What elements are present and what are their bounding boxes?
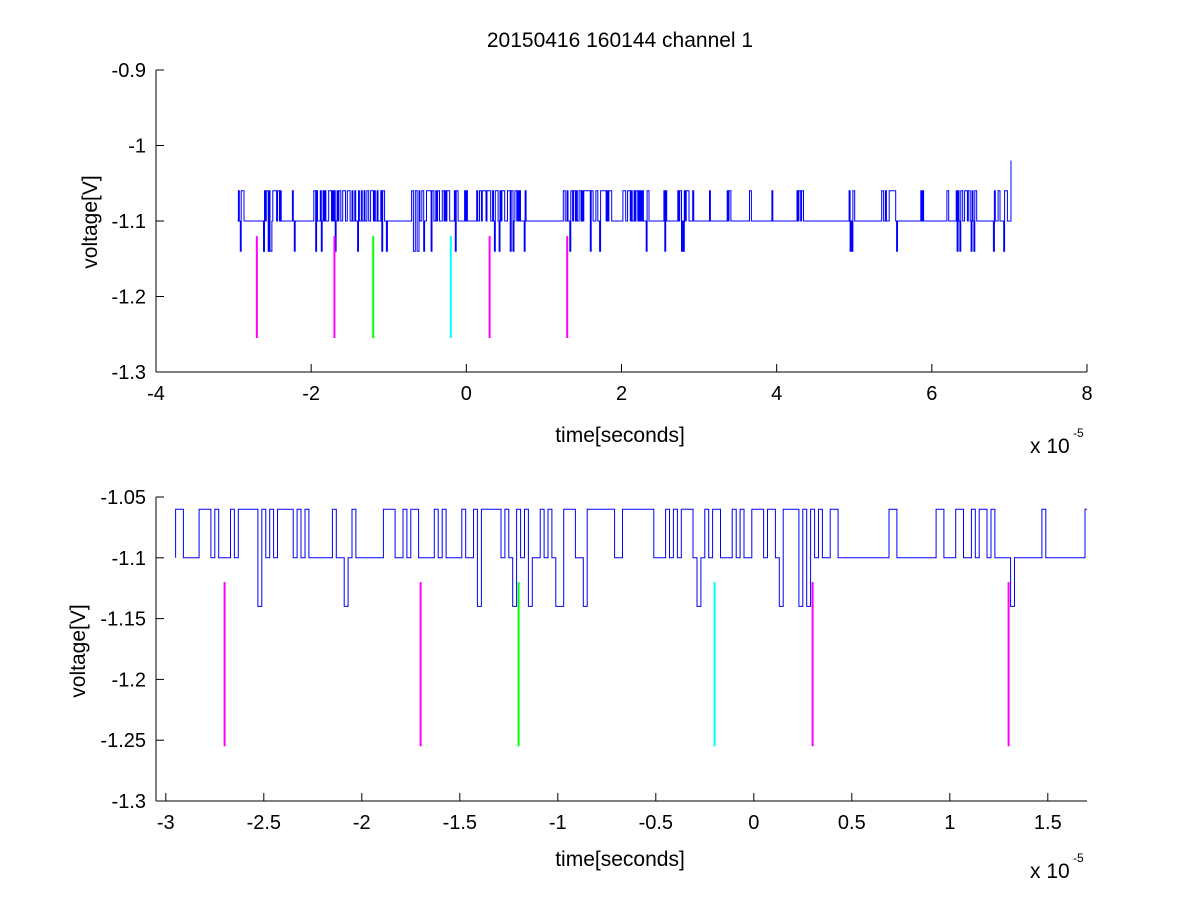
bottom-x-axis-label: time[seconds] xyxy=(555,848,685,871)
x-tick-label: 0 xyxy=(461,383,472,405)
x-tick-label: -1.5 xyxy=(443,812,477,834)
bottom-marker-lines xyxy=(223,582,1010,747)
top-signal-series xyxy=(237,160,1012,252)
y-tick-label: -1.3 xyxy=(112,791,146,813)
x-tick-label: -2 xyxy=(353,812,371,834)
bottom-x-multiplier-base: x 10 xyxy=(1030,860,1070,883)
chart-title: 20150416 160144 channel 1 xyxy=(487,29,753,52)
top-x-axis-label: time[seconds] xyxy=(555,424,685,447)
y-tick-label: -1 xyxy=(128,136,146,158)
bottom-signal-series xyxy=(175,508,1087,607)
bottom-x-multiplier-exponent: -5 xyxy=(1073,851,1084,865)
bottom-x-multiplier: x 10 -5 xyxy=(1030,851,1084,883)
y-tick-label: -1.25 xyxy=(100,730,146,752)
y-tick-label: -1.05 xyxy=(100,487,146,509)
top-marker-lines xyxy=(255,236,569,339)
x-tick-label: -3 xyxy=(157,812,175,834)
x-tick-label: 8 xyxy=(1081,383,1092,405)
top-subplot: 20150416 160144 channel 1 -4 -2 0 2 4 6 8 -1.3… xyxy=(79,29,1093,458)
x-tick-label: 2 xyxy=(616,383,627,405)
y-tick-label: -1.3 xyxy=(112,362,146,384)
y-tick-label: -1.2 xyxy=(112,287,146,309)
y-tick-label: -1.15 xyxy=(100,609,146,631)
top-y-axis-label: voltage[V] xyxy=(79,175,102,268)
bottom-x-ticks: -3 -2.5 -2 -1.5 -1 -0.5 0 0.5 1 1.5 xyxy=(157,793,1062,834)
y-tick-label: -1.2 xyxy=(112,669,146,691)
bottom-subplot: -3 -2.5 -2 -1.5 -1 -0.5 0 0.5 1 1.5 -1.3 -1.25 -1.2… xyxy=(67,487,1087,883)
x-tick-label: 6 xyxy=(926,383,937,405)
x-tick-label: 1.5 xyxy=(1034,812,1062,834)
bottom-y-axis-label: voltage[V] xyxy=(67,604,90,697)
y-tick-label: -1.1 xyxy=(112,548,146,570)
x-tick-label: -2 xyxy=(302,383,320,405)
signal-line xyxy=(175,508,1087,607)
x-tick-label: -0.5 xyxy=(639,812,673,834)
top-x-multiplier: x 10 -5 xyxy=(1030,426,1084,458)
x-tick-label: 0 xyxy=(748,812,759,834)
signal-line xyxy=(237,160,1012,252)
top-x-ticks: -4 -2 0 2 4 6 8 xyxy=(147,364,1093,405)
y-tick-label: -1.1 xyxy=(112,211,146,233)
bottom-y-ticks: -1.3 -1.25 -1.2 -1.15 -1.1 -1.05 xyxy=(100,487,164,813)
x-tick-label: -1 xyxy=(549,812,567,834)
x-tick-label: 1 xyxy=(944,812,955,834)
x-tick-label: -4 xyxy=(147,383,165,405)
y-tick-label: -0.9 xyxy=(112,60,146,82)
top-x-multiplier-exponent: -5 xyxy=(1073,426,1084,440)
x-tick-label: 0.5 xyxy=(838,812,866,834)
x-tick-label: 4 xyxy=(771,383,782,405)
top-y-ticks: -1.3 -1.2 -1.1 -1 -0.9 xyxy=(112,60,164,384)
bottom-axes xyxy=(155,497,1087,802)
top-x-multiplier-base: x 10 xyxy=(1030,435,1070,458)
x-tick-label: -2.5 xyxy=(247,812,281,834)
